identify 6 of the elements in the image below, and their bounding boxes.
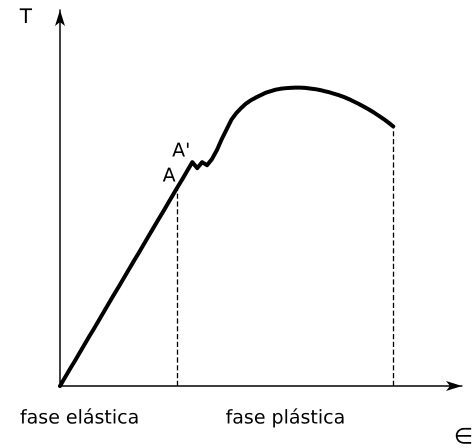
x-axis-title: ∈ — [454, 424, 474, 448]
annotation: A' — [172, 140, 190, 162]
annotation: A — [162, 164, 176, 186]
text: fase elástica — [20, 406, 140, 428]
y-axis-title: T — [18, 4, 33, 28]
text: fase plástica — [226, 406, 346, 428]
